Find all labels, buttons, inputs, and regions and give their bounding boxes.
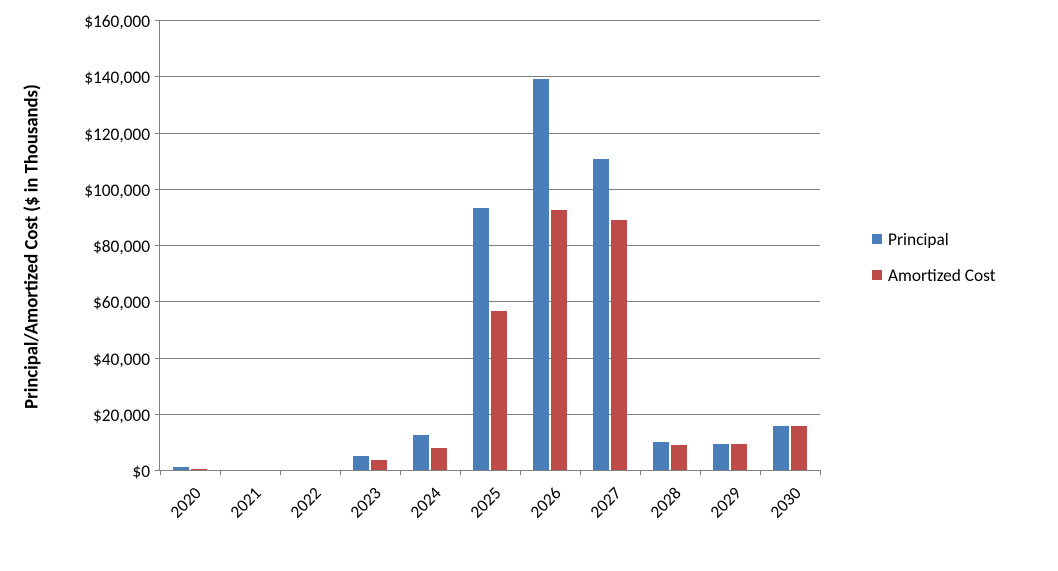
y-tick-label: $140,000 bbox=[0, 66, 150, 88]
legend-label: Principal bbox=[888, 228, 949, 250]
bar-amortized-cost bbox=[731, 444, 747, 470]
bar-principal bbox=[593, 159, 609, 470]
gridline bbox=[160, 133, 820, 134]
bar-amortized-cost bbox=[371, 460, 387, 470]
bar-principal bbox=[353, 456, 369, 470]
bar-principal bbox=[473, 208, 489, 470]
bar-principal bbox=[713, 444, 729, 470]
chart-root: Principal/Amortized Cost ($ in Thousands… bbox=[0, 0, 1058, 571]
y-tick-label: $120,000 bbox=[0, 123, 150, 145]
legend-item: Amortized Cost bbox=[872, 264, 996, 286]
bar-amortized-cost bbox=[491, 311, 507, 470]
y-tick-label: $60,000 bbox=[0, 291, 150, 313]
y-axis-line bbox=[159, 20, 160, 470]
bar-principal bbox=[773, 426, 789, 470]
y-tick-label: $40,000 bbox=[0, 348, 150, 370]
gridline bbox=[160, 358, 820, 359]
legend-item: Principal bbox=[872, 228, 996, 250]
gridline bbox=[160, 414, 820, 415]
gridline bbox=[160, 76, 820, 77]
bar-principal bbox=[413, 435, 429, 470]
x-axis-line bbox=[160, 470, 820, 471]
gridline bbox=[160, 20, 820, 21]
bar-amortized-cost bbox=[611, 220, 627, 470]
gridline bbox=[160, 301, 820, 302]
y-tick-label: $160,000 bbox=[0, 10, 150, 32]
bar-principal bbox=[653, 442, 669, 470]
legend-swatch bbox=[872, 234, 882, 244]
y-tick-label: $80,000 bbox=[0, 235, 150, 257]
bar-amortized-cost bbox=[431, 448, 447, 471]
bar-amortized-cost bbox=[791, 426, 807, 470]
legend-swatch bbox=[872, 270, 882, 280]
y-tick-label: $0 bbox=[0, 460, 150, 482]
bar-amortized-cost bbox=[671, 445, 687, 470]
y-tick-label: $20,000 bbox=[0, 404, 150, 426]
legend: Principal Amortized Cost bbox=[872, 228, 996, 300]
plot-area bbox=[160, 20, 820, 470]
legend-label: Amortized Cost bbox=[888, 264, 996, 286]
bar-amortized-cost bbox=[551, 210, 567, 470]
x-tick-mark bbox=[820, 470, 821, 475]
gridline bbox=[160, 245, 820, 246]
y-tick-label: $100,000 bbox=[0, 179, 150, 201]
bar-principal bbox=[533, 79, 549, 470]
gridline bbox=[160, 189, 820, 190]
